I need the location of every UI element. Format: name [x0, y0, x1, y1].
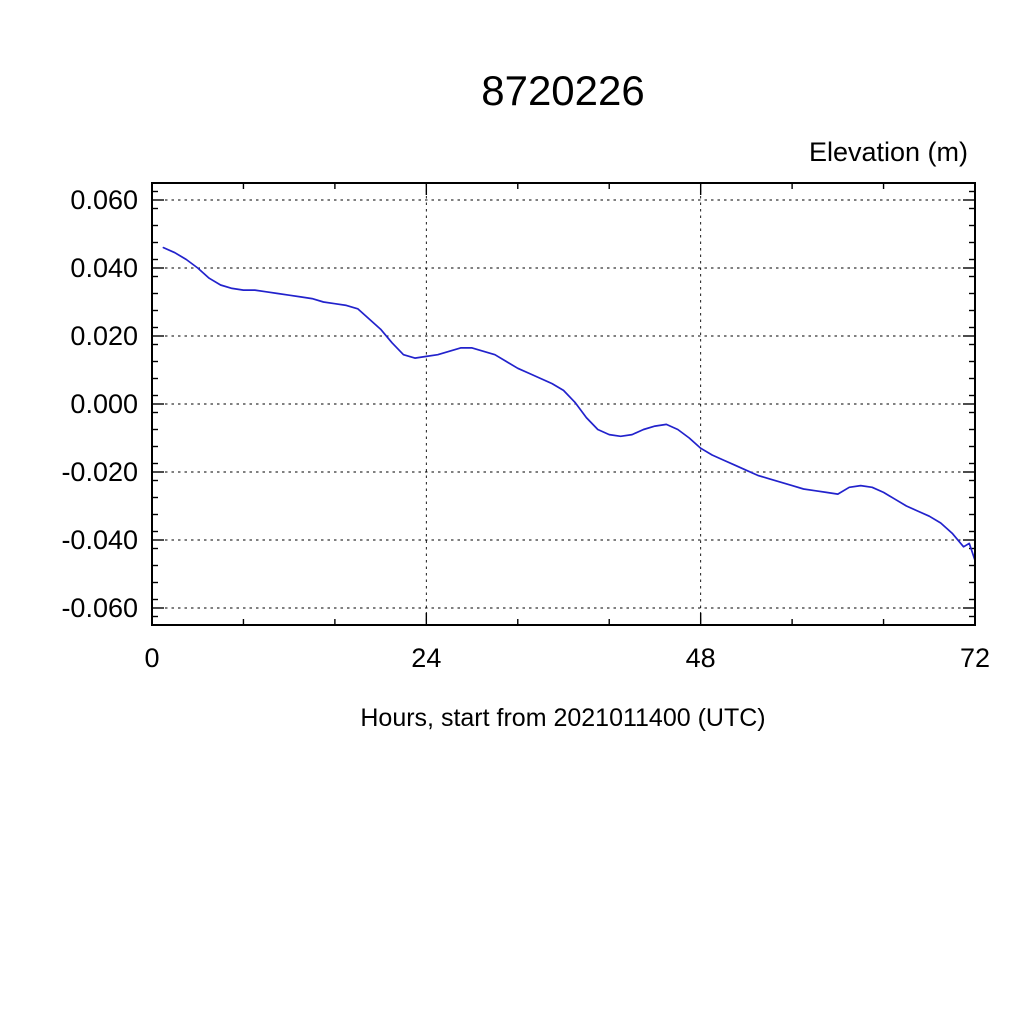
- y-tick-label: 0.060: [70, 185, 138, 215]
- x-axis-title: Hours, start from 2021011400 (UTC): [360, 704, 765, 732]
- elevation-line-series: [162, 246, 976, 562]
- y-tick-label: 0.020: [70, 321, 138, 351]
- y-axis-title: Elevation (m): [809, 137, 968, 167]
- y-tick-label: 0.000: [70, 389, 138, 419]
- y-tick-label: -0.020: [61, 457, 138, 487]
- y-tick-label: -0.040: [61, 525, 138, 555]
- y-tick-label: 0.040: [70, 253, 138, 283]
- y-tick-label: -0.060: [61, 593, 138, 623]
- plot-area: 0 24 48 72 0.060 0.040 0.020 0.000 -0.020 -0.040 -…: [61, 182, 990, 673]
- plot-frame: [151, 182, 976, 626]
- x-tick-label: 48: [686, 643, 716, 673]
- x-tick-label: 0: [144, 643, 159, 673]
- x-tick-label: 24: [411, 643, 441, 673]
- x-tick-label: 72: [960, 643, 990, 673]
- chart-title: 8720226: [481, 67, 645, 114]
